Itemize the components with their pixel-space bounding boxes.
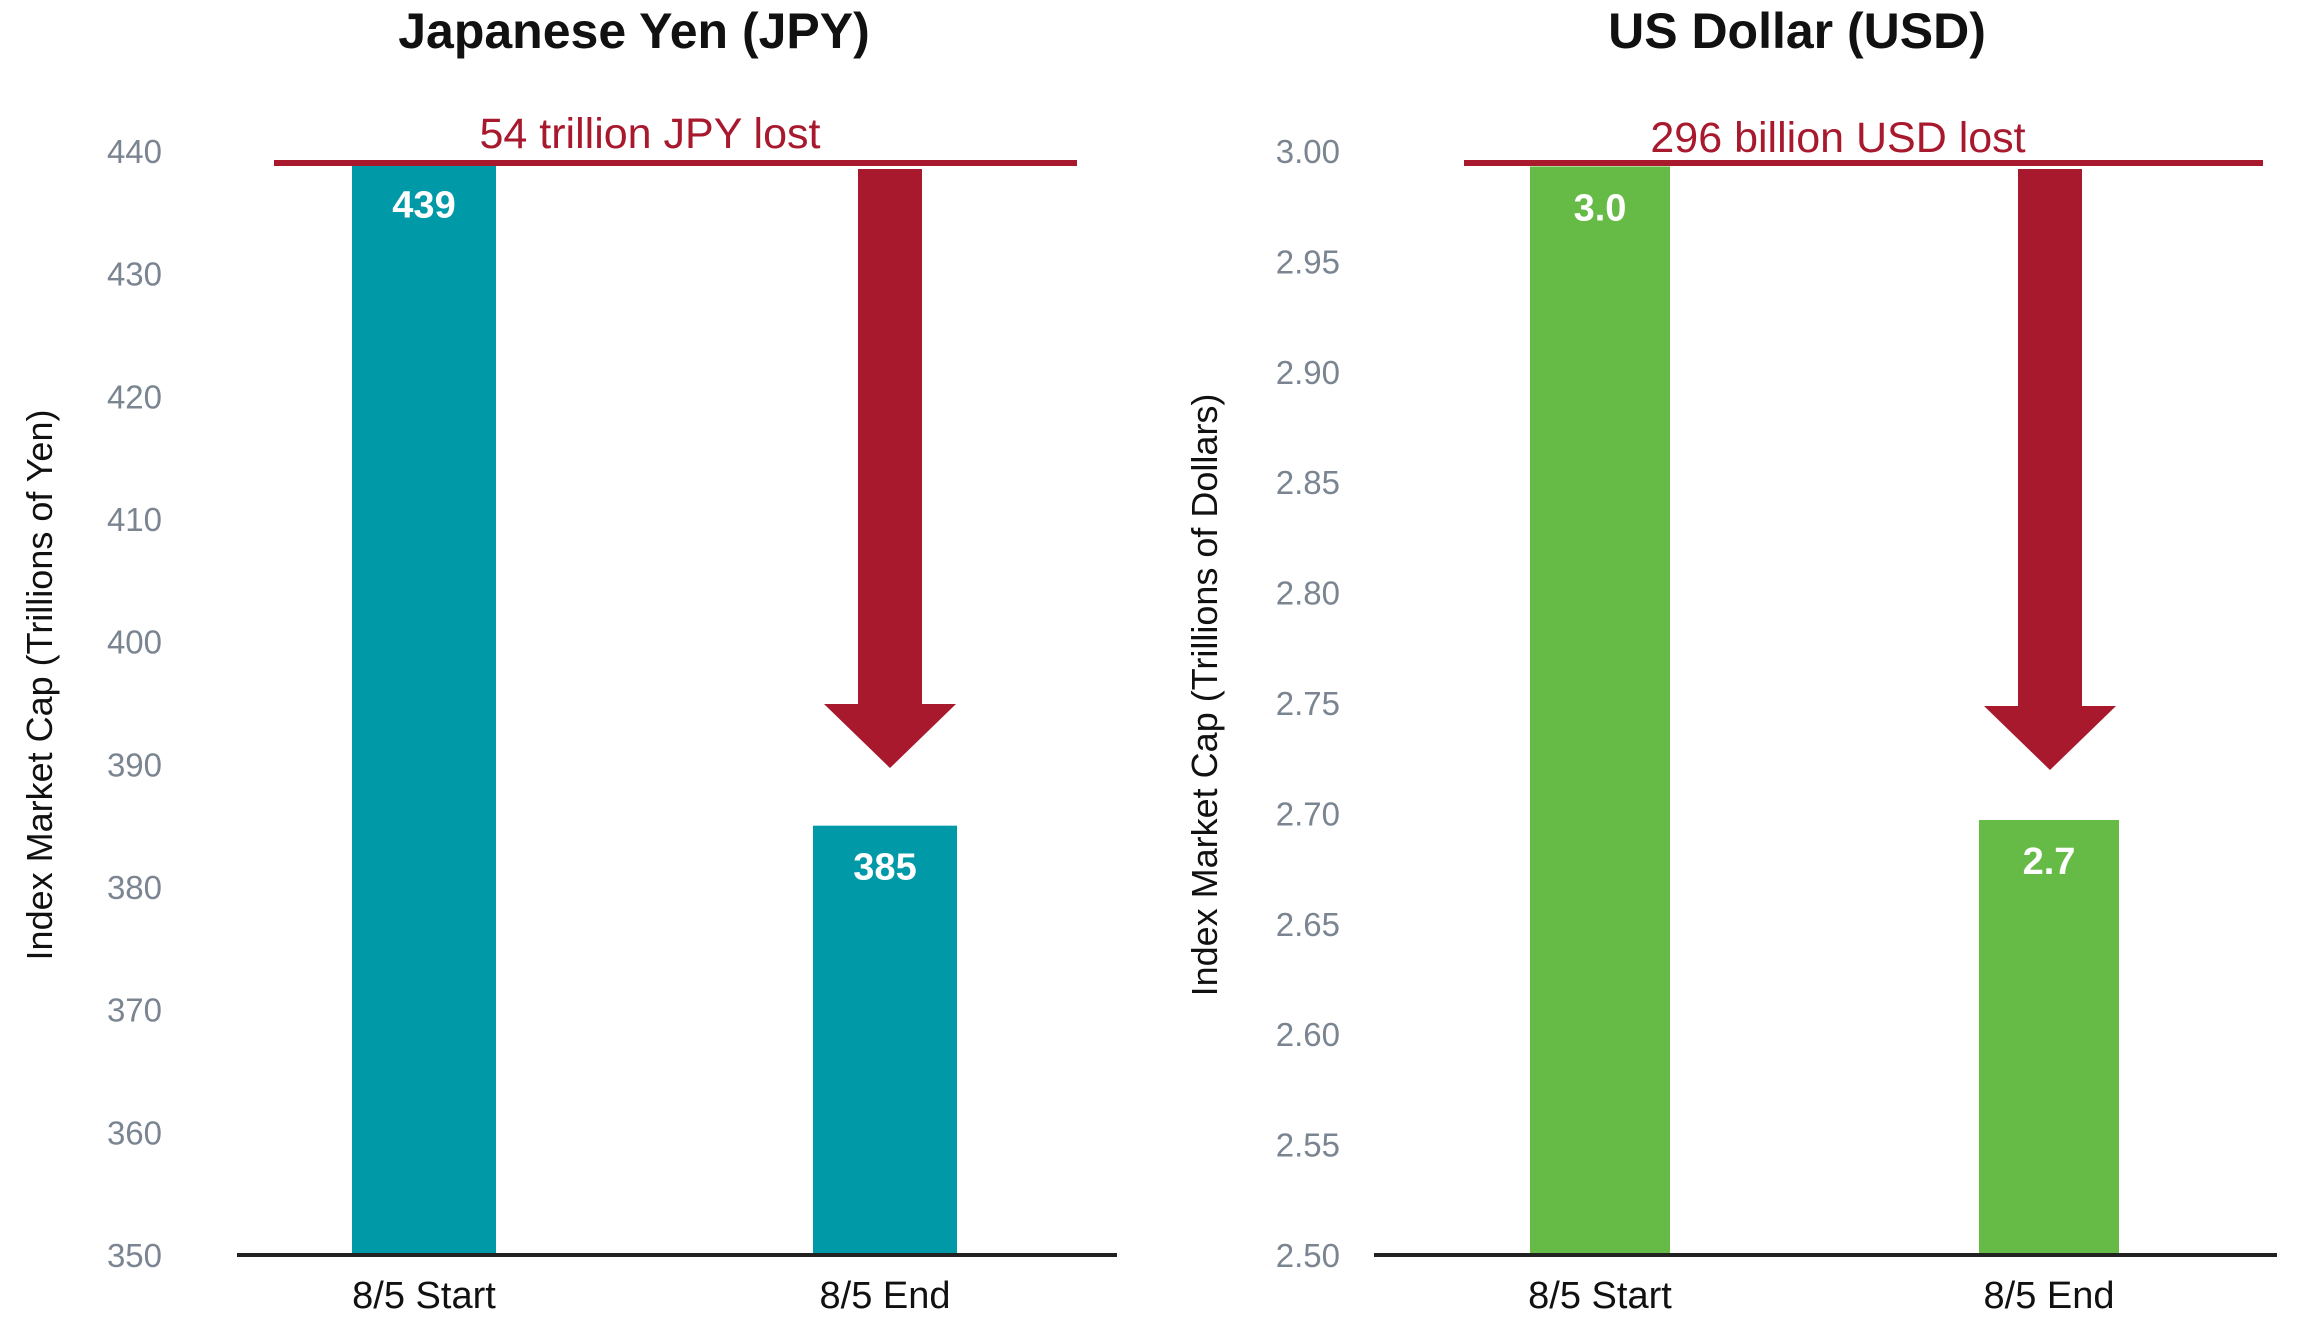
jpy-loss-label: 54 trillion JPY lost: [480, 110, 821, 158]
usd-y-tick-label: 2.55: [1276, 1127, 1340, 1164]
usd-y-ticks: 2.50 2.55 2.60 2.65 2.70 2.75 2.80 2.85 2.90 2.95…: [1276, 133, 1340, 1274]
usd-y-tick-label: 3.00: [1276, 133, 1340, 170]
usd-y-tick-label: 2.50: [1276, 1237, 1340, 1274]
usd-bar: [1979, 820, 2119, 1255]
usd-y-tick-label: 2.95: [1276, 243, 1340, 280]
jpy-y-axis-label: Index Market Cap (Trillions of Yen): [19, 410, 60, 961]
jpy-loss-annotation: 54 trillion JPY lost: [274, 110, 1077, 768]
usd-loss-annotation: 296 billion USD lost: [1464, 114, 2263, 770]
jpy-y-tick-label: 400: [107, 624, 162, 661]
usd-x-tick-label: 8/5 End: [1984, 1275, 2115, 1317]
usd-bar: [1530, 166, 1670, 1255]
jpy-y-tick-label: 420: [107, 378, 162, 415]
usd-y-tick-label: 2.70: [1276, 795, 1340, 832]
usd-y-tick-label: 2.85: [1276, 464, 1340, 501]
jpy-y-tick-label: 430: [107, 256, 162, 293]
usd-x-tick-label: 8/5 Start: [1528, 1275, 1672, 1317]
usd-down-arrow-icon: [1984, 169, 2116, 770]
jpy-x-ticks: 8/5 Start 8/5 End: [352, 1275, 950, 1317]
usd-y-tick-label: 2.75: [1276, 685, 1340, 722]
jpy-y-tick-label: 360: [107, 1114, 162, 1151]
usd-loss-label: 296 billion USD lost: [1650, 114, 2025, 162]
jpy-x-tick-label: 8/5 Start: [352, 1275, 496, 1317]
jpy-y-tick-label: 390: [107, 746, 162, 783]
jpy-bar: [813, 825, 957, 1255]
jpy-y-tick-label: 370: [107, 992, 162, 1029]
usd-bars: 3.0 2.7: [1530, 166, 2119, 1255]
usd-x-ticks: 8/5 Start 8/5 End: [1528, 1275, 2114, 1317]
usd-bar-value-label: 2.7: [2023, 841, 2076, 883]
usd-bar-value-label: 3.0: [1574, 187, 1627, 229]
usd-y-axis-label: Index Market Cap (Trillions of Dollars): [1184, 394, 1225, 997]
jpy-y-ticks: 350 360 370 380 390 400 410 420 430 440: [107, 133, 162, 1274]
jpy-chart-title: Japanese Yen (JPY): [398, 3, 870, 59]
usd-y-tick-label: 2.65: [1276, 906, 1340, 943]
jpy-y-tick-label: 350: [107, 1237, 162, 1274]
usd-chart-panel: US Dollar (USD) Index Market Cap (Trilli…: [1184, 3, 2277, 1317]
jpy-y-tick-label: 410: [107, 501, 162, 538]
jpy-bar: [352, 163, 496, 1256]
usd-y-tick-label: 2.60: [1276, 1016, 1340, 1053]
usd-y-tick-label: 2.90: [1276, 354, 1340, 391]
jpy-y-tick-label: 440: [107, 133, 162, 170]
jpy-down-arrow-icon: [824, 169, 956, 768]
jpy-bar-value-label: 385: [853, 847, 916, 889]
jpy-chart-panel: Japanese Yen (JPY) Index Market Cap (Tri…: [19, 3, 1117, 1317]
usd-chart-title: US Dollar (USD): [1608, 3, 1986, 59]
jpy-bars: 439 385: [352, 163, 957, 1256]
usd-y-tick-label: 2.80: [1276, 575, 1340, 612]
jpy-y-tick-label: 380: [107, 869, 162, 906]
jpy-bar-value-label: 439: [392, 184, 455, 226]
jpy-x-tick-label: 8/5 End: [820, 1275, 951, 1317]
